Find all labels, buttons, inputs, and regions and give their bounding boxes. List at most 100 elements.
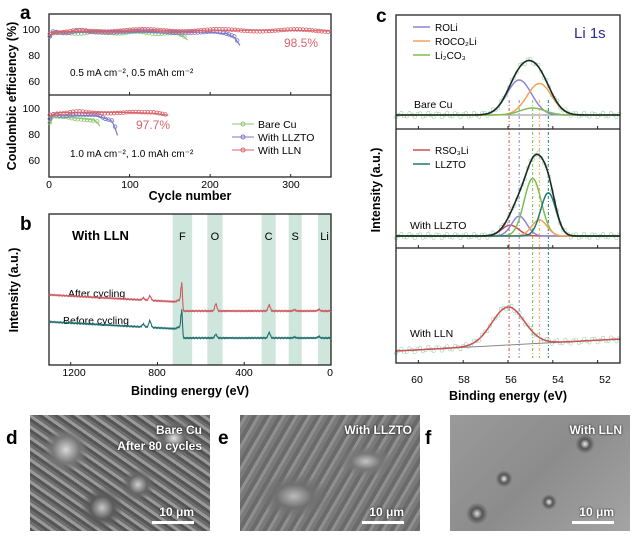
data-point bbox=[307, 27, 312, 33]
scale-bar-label-f: 10 μm bbox=[579, 505, 614, 519]
scale-bar-label-d: 10 μm bbox=[159, 505, 194, 519]
data-point bbox=[164, 28, 169, 33]
xtick-60: 60 bbox=[411, 374, 423, 386]
data-point bbox=[118, 28, 123, 33]
data-point bbox=[198, 28, 204, 33]
legend-a: Bare Cu With LLZTO With LLN bbox=[232, 119, 314, 157]
raw-data-point bbox=[520, 62, 525, 66]
raw-data-point bbox=[582, 231, 587, 236]
sem-image-llzto: With LLZTO 10 μm bbox=[240, 415, 420, 531]
data-point bbox=[102, 29, 107, 34]
data-point bbox=[121, 28, 126, 33]
data-point bbox=[152, 27, 157, 32]
data-point bbox=[322, 29, 328, 34]
panel-label-b: b bbox=[20, 214, 32, 235]
data-point bbox=[269, 28, 275, 34]
xtick-58: 58 bbox=[458, 374, 470, 386]
data-point bbox=[325, 29, 331, 35]
raw-data-point bbox=[614, 115, 619, 120]
x-axis-label-b: Binding energy (eV) bbox=[131, 384, 249, 398]
data-point bbox=[263, 28, 269, 34]
raw-data-point bbox=[412, 236, 417, 241]
raw-data-point bbox=[399, 346, 404, 351]
raw-data-point bbox=[445, 110, 449, 115]
raw-data-point bbox=[412, 115, 417, 120]
raw-data-point bbox=[458, 115, 463, 120]
data-point bbox=[133, 27, 138, 32]
data-point bbox=[148, 110, 153, 115]
raw-data-point bbox=[533, 62, 538, 67]
data-point bbox=[136, 27, 142, 32]
raw-data-point bbox=[426, 110, 431, 115]
series-line-bare-cu bbox=[49, 116, 101, 127]
legend-li2co3: Li₂CO₃ bbox=[435, 51, 466, 62]
data-point bbox=[85, 117, 90, 123]
legend-roco2li: ROCO₂Li bbox=[435, 37, 477, 48]
data-point bbox=[127, 27, 132, 33]
data-point bbox=[130, 27, 135, 32]
spectrum-before-cycling bbox=[48, 309, 332, 340]
sample-label-lln: With LLN bbox=[410, 328, 453, 340]
element-label-c: C bbox=[265, 231, 273, 243]
xtick-0-eV: 0 bbox=[327, 367, 333, 379]
ytick-bottom-60: 60 bbox=[28, 155, 40, 167]
data-point bbox=[260, 29, 266, 34]
data-point bbox=[93, 110, 98, 116]
data-point bbox=[112, 124, 118, 129]
raw-data-point bbox=[426, 345, 431, 349]
condition-bottom: 1.0 mA cm⁻², 1.0 mAh cm⁻² bbox=[70, 149, 194, 160]
raw-data-point bbox=[445, 344, 449, 348]
data-point bbox=[160, 111, 165, 117]
raw-data-point bbox=[399, 111, 404, 115]
raw-data-point bbox=[472, 110, 476, 115]
scale-bar-d bbox=[152, 521, 194, 524]
data-point bbox=[170, 28, 176, 34]
data-point bbox=[145, 27, 151, 32]
sem-image-bare-cu: Bare Cu After 80 cycles 10 μm bbox=[30, 415, 210, 531]
data-point bbox=[87, 28, 92, 34]
data-point bbox=[145, 110, 150, 115]
data-point bbox=[95, 119, 100, 124]
data-point bbox=[226, 27, 231, 32]
data-point bbox=[121, 110, 126, 115]
data-point bbox=[90, 28, 95, 34]
xtick-0: 0 bbox=[46, 179, 52, 191]
data-point bbox=[133, 109, 138, 115]
data-point bbox=[316, 28, 321, 34]
data-point bbox=[96, 110, 101, 116]
raw-data-point bbox=[399, 232, 404, 236]
data-point bbox=[91, 118, 96, 123]
data-point bbox=[105, 29, 111, 34]
data-point bbox=[96, 29, 101, 34]
data-point bbox=[173, 29, 179, 34]
legend-marker bbox=[240, 134, 246, 140]
xtick-100: 100 bbox=[121, 179, 139, 191]
raw-data-point bbox=[601, 232, 605, 236]
data-point bbox=[79, 117, 84, 122]
data-point bbox=[201, 27, 207, 33]
ce-annotation-top: 98.5% bbox=[284, 36, 318, 50]
fit-envelope bbox=[396, 59, 620, 116]
data-point bbox=[313, 28, 318, 33]
panel-b-frame bbox=[48, 213, 332, 366]
raw-data-point bbox=[595, 236, 600, 241]
raw-data-point bbox=[431, 236, 436, 240]
data-point bbox=[238, 28, 244, 33]
data-point bbox=[300, 27, 306, 32]
ytick-top-60: 60 bbox=[28, 76, 40, 88]
legend-bare-cu: Bare Cu bbox=[258, 119, 297, 131]
fit-component-RSO₃Li bbox=[395, 306, 621, 352]
data-point bbox=[192, 28, 197, 34]
legend-roli: ROLi bbox=[435, 23, 458, 34]
sem-sublabel-cycles: After 80 cycles bbox=[117, 439, 202, 453]
data-point bbox=[276, 28, 281, 33]
panel-label-c: c bbox=[376, 6, 387, 27]
panel-a-coulombic-efficiency: 0.5 mA cm⁻², 0.5 mAh cm⁻² 1.0 mA cm⁻², 1… bbox=[5, 13, 332, 203]
data-point bbox=[279, 27, 284, 33]
sem-label-bare-cu: Bare Cu bbox=[155, 423, 202, 437]
raw-data-point bbox=[520, 316, 525, 321]
data-point bbox=[142, 109, 147, 115]
data-point bbox=[285, 27, 290, 32]
data-point bbox=[204, 27, 210, 32]
